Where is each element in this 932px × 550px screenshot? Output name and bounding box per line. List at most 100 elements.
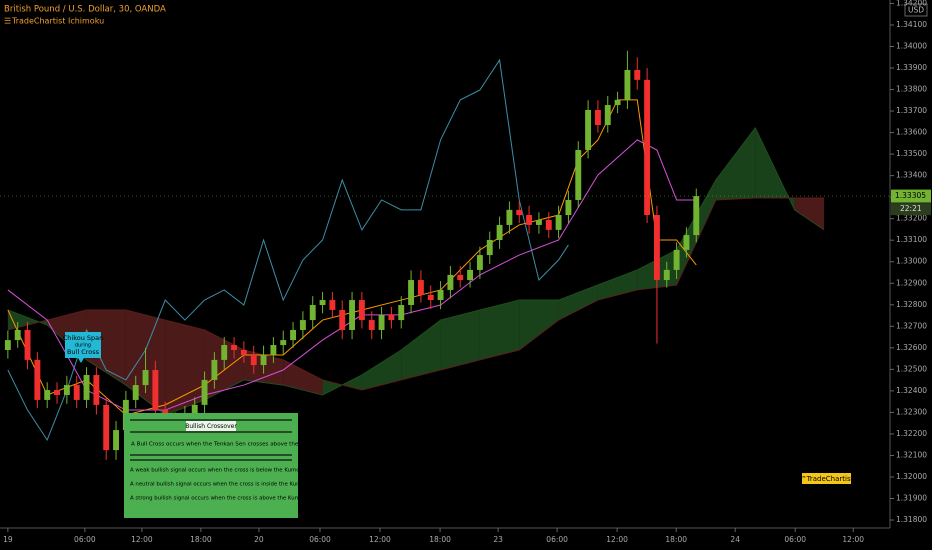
candle-body [378,314,385,330]
candle-body [585,109,592,151]
candle-body [476,255,483,270]
candle-body [44,390,51,400]
candle-body [437,289,444,301]
note-line: A strong bullish signal occurs when the … [130,496,322,502]
candle-body [260,354,267,366]
candle-body [270,345,277,355]
y-tick-label: 1.32800 [896,300,927,309]
candle-body [575,150,582,200]
indicator-line [7,58,569,442]
candle-body [457,274,464,281]
candle-body [408,280,415,306]
y-tick-label: 1.33500 [896,149,927,158]
candle-body [309,305,316,321]
callout-text: Bull Cross [67,348,100,356]
y-tick-label: 1.32000 [896,472,927,481]
candle-body [535,219,542,225]
candle-body [93,374,100,405]
x-tick-label: 06:00 [546,535,568,544]
y-tick-label: 1.33100 [896,235,927,244]
x-tick-label: 18:00 [429,535,451,544]
candle-body [467,269,474,281]
callout-box [65,332,101,358]
note-definition: A Bull Cross occurs when the Tenkan Sen … [131,442,327,448]
note-line: A neutral bullish signal occurs when the… [130,482,324,488]
currency[interactable]: USD [908,6,924,15]
cloud-fill [519,300,559,350]
candle-body [211,359,218,380]
cloud-fill [597,269,638,301]
y-tick-label: 1.33900 [896,63,927,72]
candle-body [329,300,336,310]
x-tick-label: 12:00 [606,535,628,544]
candle-body [644,79,651,216]
candle-body [555,215,562,230]
x-tick-label: 18:00 [665,535,687,544]
cloud-fill [283,359,323,395]
x-tick-label: 23 [493,535,503,544]
x-tick-label: 19 [3,535,13,544]
candle-body [73,385,80,400]
y-tick-label: 1.33800 [896,85,927,94]
cloud-span [7,197,825,391]
candle-body [417,280,424,295]
candle-body [142,370,149,386]
y-tick-label: 1.31900 [896,494,927,503]
indicator-icon: ☰ [4,17,11,26]
candle-body [653,215,660,281]
candle-body [496,224,503,240]
cloud-fill [401,320,441,380]
chart-title: British Pound / U.S. Dollar, 30, OANDA [4,5,166,15]
candle-body [132,385,139,400]
candle-body [604,105,611,126]
callout-text: during [75,343,91,349]
last-price-label: 1.33305 [895,191,926,200]
candle-body [447,274,454,290]
cloud-fill [165,320,205,415]
note-line: A weak bullish signal occurs when the cr… [130,468,319,474]
y-tick-label: 1.32300 [896,407,927,416]
cloud-fill [440,309,480,371]
x-tick-label: 20 [254,535,264,544]
currency-box[interactable] [904,3,928,17]
x-tick-label: 24 [730,535,740,544]
y-tick-label: 1.31800 [896,515,927,524]
candle-body [319,300,326,306]
candle-body [614,99,621,106]
candle-body [663,269,670,281]
y-tick-label: 1.32700 [896,321,927,330]
y-tick-label: 1.33600 [896,128,927,137]
callout-text: Chikou Span [63,334,104,342]
candle-body [250,354,257,366]
candle-body [427,294,434,301]
candle-body [191,404,198,415]
candle-body [526,215,533,225]
candle-body [624,69,631,100]
indicator-name: TradeChartist Ichimoku [11,17,104,26]
cloud-fill [361,349,402,391]
y-tick-label: 1.33400 [896,171,927,180]
candle-body [83,374,90,400]
watermark-box [802,473,851,484]
candle-body [14,329,21,341]
candle-body [4,340,11,350]
candle-body [54,390,60,395]
y-tick-label: 1.32600 [896,343,927,352]
candle-body [693,196,700,236]
candle-body [358,300,365,321]
candle-body [34,359,41,400]
candle-body [290,329,297,341]
x-tick-label: 12:00 [131,535,153,544]
y-tick-label: 1.32100 [896,450,927,459]
x-tick-label: 06:00 [74,535,96,544]
cloud-fill [794,198,825,230]
cloud-fill [558,284,598,321]
candle-body [24,329,31,360]
callout: Chikou Span during Bull Cross [63,332,104,363]
y-tick-label: 1.32500 [896,364,927,373]
cloud-fill [479,300,520,360]
y-tick-label: 1.34200 [896,0,927,7]
x-tick-label: 12:00 [369,535,391,544]
